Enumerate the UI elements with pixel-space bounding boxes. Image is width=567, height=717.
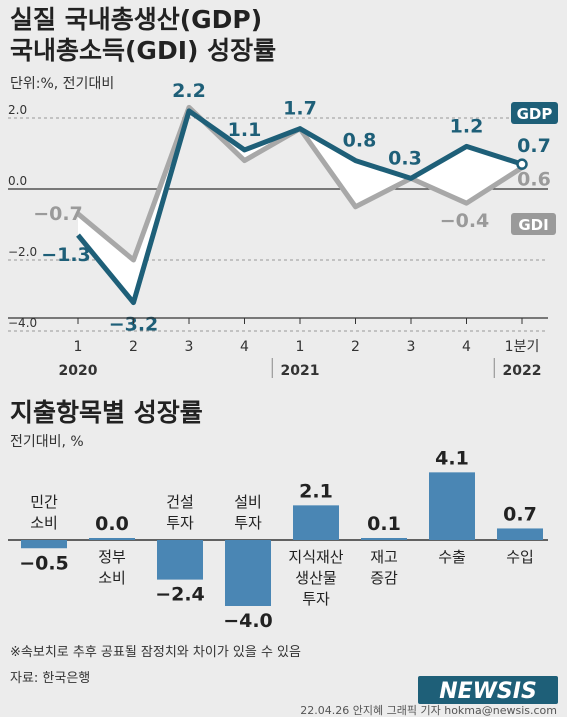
- logo-text: NEWSIS: [439, 679, 537, 704]
- bar-chart-title: 지출항목별 성장률: [10, 398, 203, 427]
- gdp-data-label: 1.1: [228, 119, 262, 141]
- bar-chart-unit: 전기대비, %: [10, 434, 84, 450]
- title-line1: 실질 국내총생산(GDP): [10, 5, 262, 34]
- x-tick-label: 3: [407, 339, 416, 355]
- bar-category-label: 재고: [370, 548, 398, 566]
- bar-category-label: 투자: [166, 514, 194, 532]
- bar-category-label: 소비: [98, 569, 126, 587]
- line-chart-labels: −1.3 −3.2 2.2 1.1 1.7 0.8 0.3 1.2 0.7 −0.7 −0.4 0.6…: [33, 80, 558, 336]
- y-tick-label: −4.0: [8, 316, 37, 330]
- gdp-end-marker: [516, 158, 528, 170]
- bar: [497, 528, 543, 540]
- legend-gdp-text: GDP: [517, 105, 553, 123]
- gdp-data-label: 1.7: [283, 98, 317, 120]
- line-chart-x-axis: 1 2 3 4 1 2 3 4 1분기 2020 2021 2022: [8, 317, 548, 379]
- bar-category-label: 수입: [506, 548, 534, 566]
- gdp-data-label: 2.2: [172, 80, 206, 102]
- bar: [429, 472, 475, 540]
- bar-category-label: 수출: [438, 548, 466, 566]
- bar-category-label: 증감: [370, 569, 398, 587]
- gdp-data-label: −3.2: [109, 314, 159, 336]
- year-label: 2020: [59, 363, 98, 379]
- x-tick-label: 2: [129, 339, 138, 355]
- title-line2: 국내총소득(GDI) 성장률: [10, 36, 276, 65]
- legend-gdp: GDP: [511, 102, 558, 124]
- gdp-data-label: −1.3: [41, 244, 91, 266]
- x-tick-label: 4: [462, 339, 471, 355]
- bar-value-label: −4.0: [223, 610, 273, 632]
- legend-gdp-box: [511, 102, 558, 124]
- newsis-logo: NEWSIS: [418, 676, 558, 704]
- x-tick-label: 1: [74, 339, 83, 355]
- legend-gdi-box: [511, 213, 556, 235]
- bar-value-label: 0.7: [503, 503, 537, 525]
- bar-category-label: 투자: [302, 590, 330, 608]
- gdi-data-label: −0.7: [33, 203, 83, 225]
- credit: 22.04.26 안지혜 그래픽 기자 hokma@newsis.com: [300, 704, 557, 717]
- gap-area: [78, 107, 522, 303]
- bar-value-label: −2.4: [155, 584, 205, 606]
- gdp-data-label: 0.8: [343, 130, 377, 152]
- bar: [157, 540, 203, 580]
- x-tick-label: 3: [185, 339, 194, 355]
- unit-label: 단위:%, 전기대비: [10, 76, 114, 92]
- bar-category-label: 정부: [98, 548, 126, 566]
- bar-category-label: 민간: [30, 493, 58, 511]
- footnote: ※속보치로 추후 공표될 잠정치와 차이가 있을 수 있음: [10, 645, 301, 660]
- gdp-data-label: 0.3: [388, 147, 422, 169]
- bar-value-label: 0.1: [367, 513, 401, 535]
- bar-value-label: 4.1: [435, 447, 469, 469]
- year-label: 2022: [503, 363, 542, 379]
- bar-category-label: 투자: [234, 514, 262, 532]
- x-tick-label: 1: [296, 339, 305, 355]
- y-tick-label: 2.0: [8, 103, 27, 117]
- bar-category-label: 지식재산: [288, 548, 343, 566]
- x-tick-label: 1분기: [505, 339, 540, 355]
- bar-value-label: 2.1: [299, 480, 333, 502]
- line-chart-fill: [78, 107, 522, 303]
- gdi-data-label: 0.6: [517, 169, 551, 191]
- bar-value-label: 0.0: [95, 513, 129, 535]
- bar: [21, 540, 67, 549]
- bar: [89, 538, 135, 540]
- line-chart-series: [76, 104, 528, 306]
- bar-value-label: −0.5: [19, 552, 69, 574]
- x-tick-label: 4: [240, 339, 249, 355]
- logo-background: [418, 676, 558, 704]
- gdp-line: [76, 108, 523, 306]
- y-tick-label: 0.0: [8, 174, 27, 188]
- bar-category-label: 소비: [30, 514, 58, 532]
- year-label: 2021: [281, 363, 320, 379]
- bar-category-label: 설비: [234, 493, 262, 511]
- x-tick-label: 2: [351, 339, 360, 355]
- bar-chart: 민간소비−0.50.0정부소비건설투자−2.4설비투자−4.02.1지식재산생산…: [8, 447, 548, 632]
- bar-category-label: 건설: [166, 493, 194, 511]
- bar-category-label: 생산물: [295, 569, 336, 587]
- bar: [225, 540, 271, 606]
- legend-gdi-text: GDI: [518, 216, 548, 234]
- gdi-data-label: −0.4: [440, 210, 490, 232]
- bar: [361, 538, 407, 540]
- gdp-data-label: 0.7: [517, 135, 551, 157]
- bar: [293, 505, 339, 540]
- y-tick-label: −2.0: [8, 245, 37, 259]
- source: 자료: 한국은행: [10, 670, 90, 686]
- gdp-data-label: 1.2: [450, 115, 484, 137]
- legend-gdi: GDI: [511, 213, 556, 235]
